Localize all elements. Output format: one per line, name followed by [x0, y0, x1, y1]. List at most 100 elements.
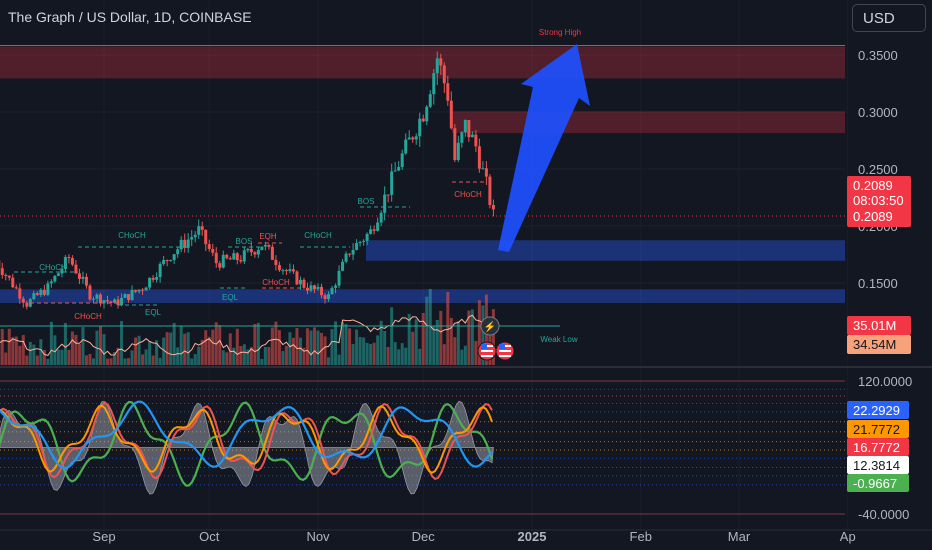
- flag-canton: [481, 344, 487, 349]
- candle-body: [428, 94, 432, 107]
- candle-body: [42, 289, 46, 295]
- currency-button[interactable]: USD: [852, 4, 926, 32]
- candle-body: [7, 275, 11, 278]
- volume-bar: [84, 355, 88, 365]
- volume-bar: [144, 349, 148, 365]
- volume-bar: [383, 330, 387, 365]
- structure-label: CHoCH: [39, 263, 67, 272]
- candle-body: [123, 294, 127, 298]
- lightning-icon[interactable]: [480, 316, 500, 336]
- volume-bar: [295, 328, 299, 365]
- candle-body: [305, 287, 309, 291]
- volume-bar: [446, 291, 450, 365]
- market-structure: CHoCH CHoCH CHoCH EQL EQL BOS EQH CHoCH CHoCH BOS…: [0, 181, 578, 344]
- volume-ma-tag: [847, 335, 911, 354]
- volume-bar: [169, 332, 173, 365]
- oscillator-value-tag: [847, 401, 909, 419]
- volume-bar: [109, 358, 113, 365]
- volume-bar: [116, 347, 120, 365]
- volume-bar: [49, 321, 53, 365]
- time-tick-label: Ap: [840, 529, 856, 544]
- time-tick-label: 2025: [518, 529, 547, 544]
- chart-title: The Graph / US Dollar, 1D, COINBASE: [8, 9, 252, 25]
- volume-bar: [463, 345, 467, 365]
- candle-body: [151, 277, 155, 280]
- candle-body: [481, 168, 485, 170]
- candle-body: [425, 106, 429, 122]
- structure-label: CHoCH: [454, 190, 482, 199]
- projection-arrow[interactable]: [498, 44, 590, 252]
- volume-bar: [414, 319, 418, 365]
- candle-body: [295, 271, 299, 285]
- candle-body: [355, 243, 359, 250]
- candle-body: [218, 263, 222, 268]
- volume-bar: [305, 328, 309, 365]
- supply-zone[interactable]: [452, 111, 845, 134]
- time-tick-label: Oct: [199, 529, 220, 544]
- candle-body: [228, 258, 232, 260]
- volume-bar: [400, 343, 404, 365]
- volume-bar: [348, 328, 352, 365]
- volume-bar: [70, 331, 74, 365]
- supply-zone[interactable]: [0, 46, 845, 79]
- volume-area: [0, 288, 495, 365]
- candle-body: [172, 254, 176, 261]
- candle-body: [320, 286, 324, 296]
- price-tick-label: 0.1500: [858, 276, 898, 291]
- volume-bar: [18, 345, 22, 365]
- candle-body: [130, 290, 134, 300]
- volume-bar: [372, 342, 376, 365]
- demand-zone[interactable]: [0, 289, 845, 303]
- volume-ma-tag-text: 34.54M: [853, 337, 896, 352]
- volume-bar: [453, 337, 457, 365]
- time-axis: Sep Oct Nov Dec 2025 Feb Mar Ap: [0, 529, 932, 544]
- event-icons: ⚡: [477, 316, 515, 361]
- candle-body: [249, 248, 253, 253]
- volume-bar: [221, 350, 225, 365]
- candle-body: [134, 290, 138, 292]
- volume-bar: [358, 337, 362, 365]
- volume-bar: [274, 321, 278, 365]
- candle-body: [242, 250, 246, 262]
- volume-bar: [42, 349, 46, 365]
- time-tick-label: Dec: [412, 529, 436, 544]
- candle-body: [109, 301, 113, 303]
- candle-body: [39, 289, 43, 296]
- candle-body: [467, 120, 471, 138]
- volume-bar: [407, 313, 411, 365]
- candle-body: [74, 264, 78, 274]
- volume-bar: [0, 328, 4, 365]
- candle-body: [207, 244, 211, 249]
- candle-body: [63, 257, 67, 269]
- volume-bar: [39, 339, 43, 365]
- oscillator-value-tag: [847, 456, 909, 474]
- volume-bar: [435, 319, 439, 365]
- volume-bar: [228, 333, 232, 365]
- candle-body: [323, 295, 327, 300]
- candle-body: [4, 275, 8, 277]
- candle-body: [491, 204, 495, 210]
- oscillator-orange-line: [0, 404, 493, 474]
- candle-body: [270, 246, 274, 260]
- candle-body: [302, 279, 306, 288]
- candle-body: [393, 170, 397, 172]
- candle-body: [53, 275, 57, 282]
- volume-bar: [362, 337, 366, 365]
- flag-stripe: [481, 350, 493, 352]
- oscillator-axis: 120.0000 -40.0000 22.2929 21.7772 16.7772 12.…: [847, 374, 912, 522]
- oscillator-value-text: 16.7772: [853, 440, 900, 455]
- countdown-text: 08:03:50: [853, 193, 904, 208]
- volume-bar: [98, 325, 102, 365]
- candle-body: [98, 294, 102, 304]
- volume-bar: [137, 335, 141, 365]
- demand-zone[interactable]: [366, 240, 845, 261]
- candle-body: [414, 136, 418, 140]
- volume-bar: [474, 340, 478, 365]
- candle-body: [246, 248, 250, 251]
- candle-body: [432, 73, 436, 95]
- candle-body: [88, 285, 92, 300]
- candle-body: [362, 240, 366, 242]
- candle-body: [256, 249, 260, 255]
- volume-bar: [141, 354, 145, 365]
